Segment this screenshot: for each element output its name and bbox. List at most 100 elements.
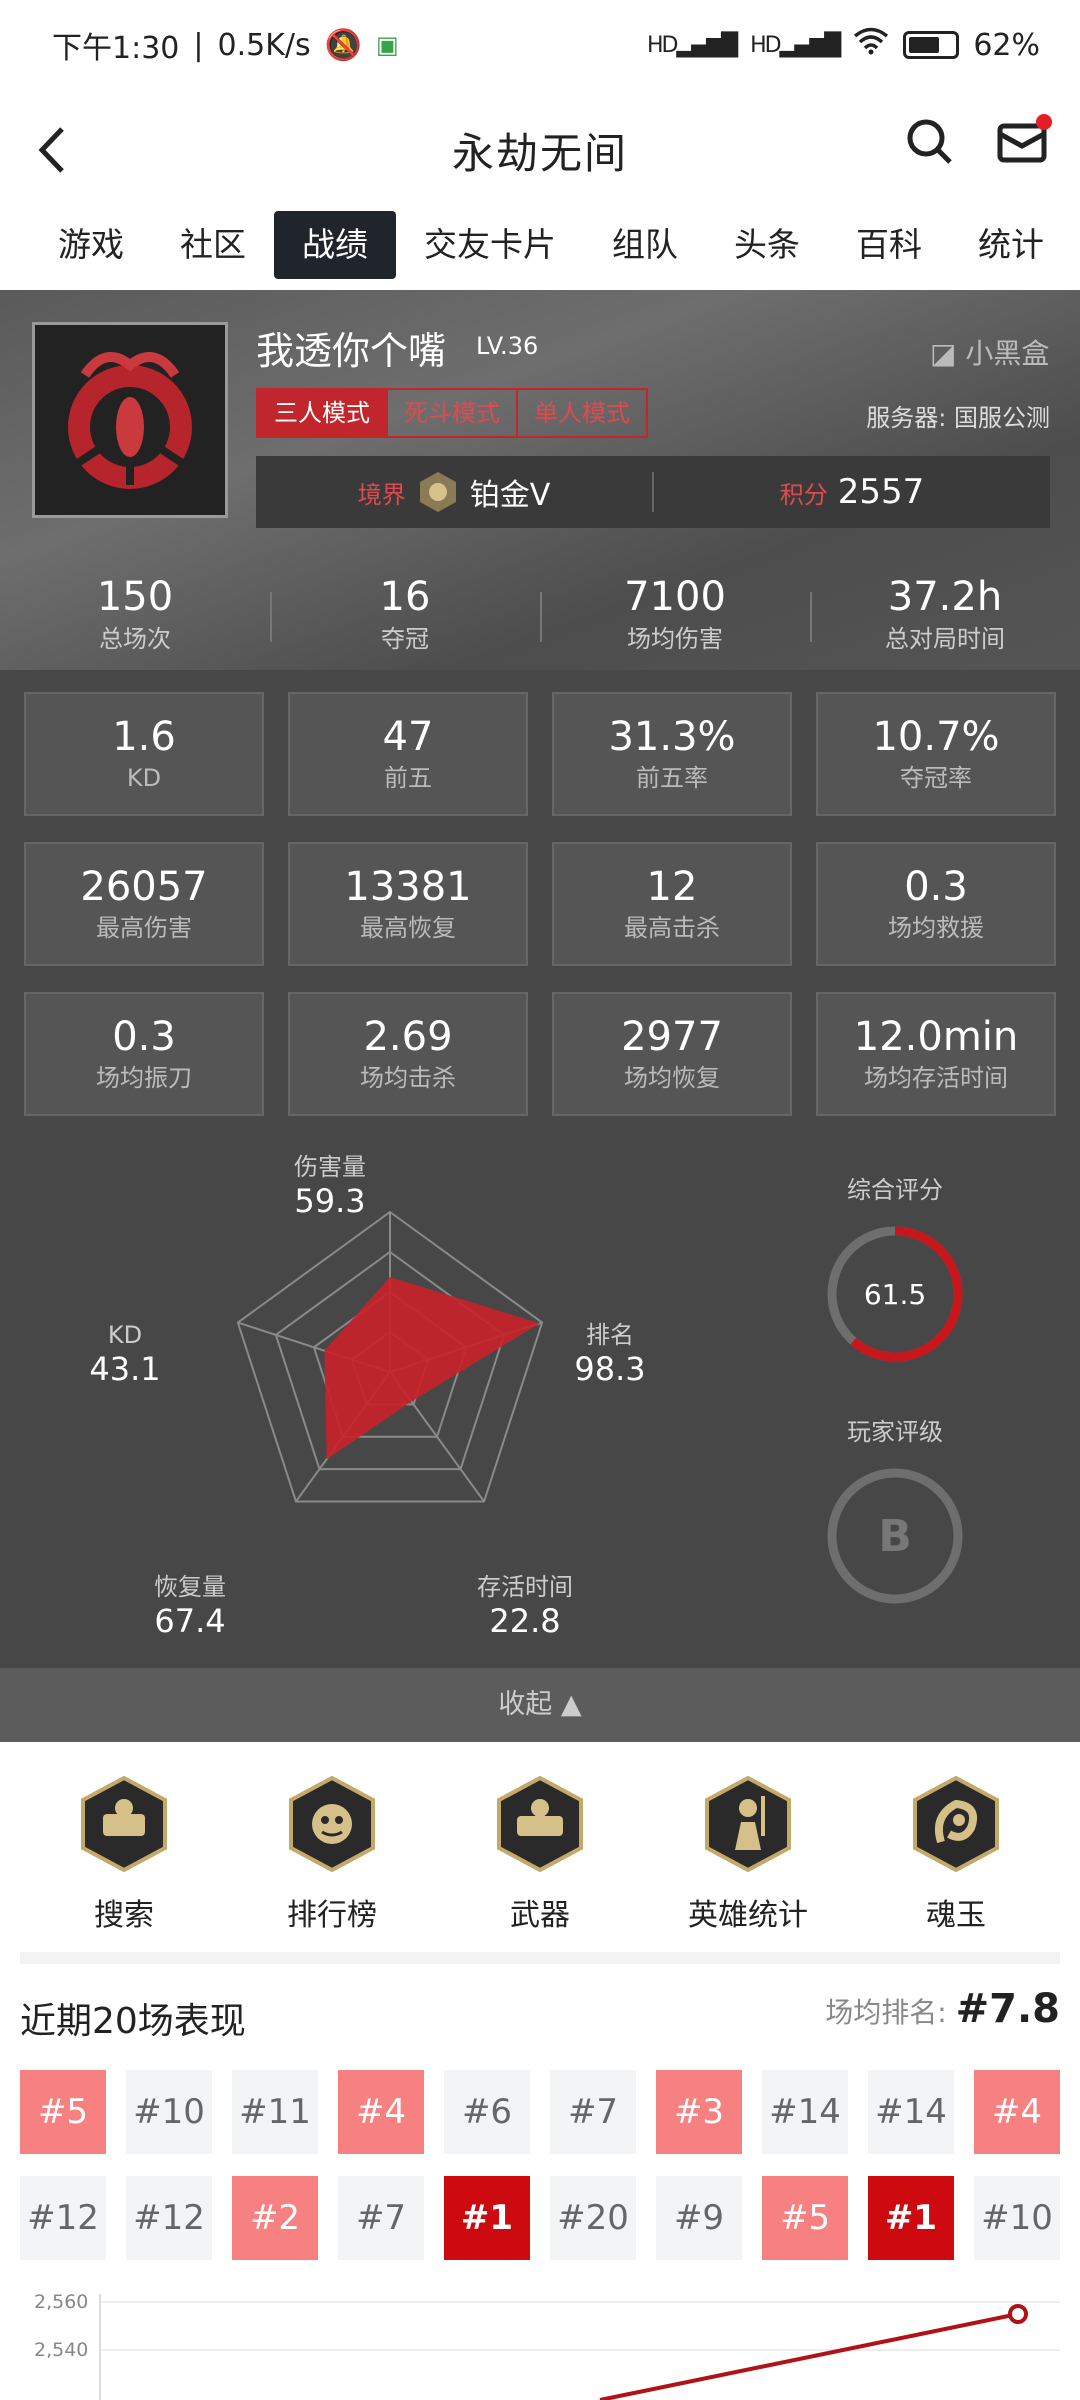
radar-area — [324, 1277, 540, 1460]
search-badge-icon — [81, 1775, 167, 1873]
rank-bar: 境界 铂金V 积分 2557 — [256, 456, 1050, 528]
mode-switch: 三人模式 死斗模式 单人模式 — [256, 388, 648, 438]
mode-solo[interactable]: 单人模式 — [534, 399, 630, 427]
rank-chip[interactable]: #5 — [20, 2070, 106, 2154]
rank-chip[interactable]: #1 — [444, 2176, 530, 2260]
rank-chip[interactable]: #10 — [126, 2070, 212, 2154]
radar-grid-ring — [236, 1210, 544, 1503]
battery-saver-icon: ▣ — [375, 31, 399, 59]
radar-label-rank: 排名 98.3 — [574, 1321, 646, 1388]
realm-label: 境界 — [357, 480, 406, 509]
menu-weapon[interactable]: 武器 — [440, 1742, 640, 1952]
signal-icon-2: HD▂▄▆█ — [750, 32, 841, 58]
stat-box: 47 前五 — [288, 692, 528, 816]
chevron-left-icon — [38, 127, 64, 173]
menu-ranking[interactable]: 排行榜 — [232, 1742, 432, 1952]
mode-trio[interactable]: 三人模式 — [258, 390, 388, 436]
summary-total-matches: 150 总场次 — [96, 574, 174, 653]
stats-grid: 1.6 KD 47 前五 31.3% 前五率 10.7% 夺冠率 26057 最高伤害 1… — [24, 692, 1056, 1116]
caret-up-icon: ▲ — [552, 1689, 582, 1720]
recent-average-rank: 场均排名: #7.8 — [825, 1986, 1060, 2032]
record-panel: 我透你个嘴 LV.36 ◪ 小黑盒 三人模式 死斗模式 单人模式 服务器: 国服… — [0, 290, 1080, 1742]
stat-box: 12 最高击杀 — [552, 842, 792, 966]
svg-text:61.5: 61.5 — [864, 1278, 926, 1311]
tab-friend-card[interactable]: 交友卡片 — [424, 225, 556, 264]
menu-hero-stats[interactable]: 英雄统计 — [648, 1742, 848, 1952]
network-speed: 0.5K/s — [217, 27, 311, 63]
rank-chip[interactable]: #10 — [974, 2176, 1060, 2260]
battery-icon — [903, 31, 960, 59]
brand-logo-icon: ◪ — [930, 337, 966, 370]
status-bar: 下午1:30 | 0.5K/s 🔕 ▣ HD▂▄▆█ HD▂▄▆█ 62% — [0, 0, 1080, 90]
summary-avg-damage: 7100 场均伤害 — [540, 572, 810, 672]
page-title: 永劫无间 — [451, 128, 628, 178]
rank-chip[interactable]: #12 — [126, 2176, 212, 2260]
menu-soul-jade[interactable]: 魂玉 — [856, 1742, 1056, 1952]
overall-score-ring: 61.5 — [827, 1226, 963, 1362]
stat-box: 2.69 场均击杀 — [288, 992, 528, 1116]
rank-chip[interactable]: #14 — [762, 2070, 848, 2154]
rank-chip[interactable]: #7 — [550, 2070, 636, 2154]
brand-watermark: ◪ 小黑盒 — [930, 337, 1050, 370]
score-trend-chart: 2,560 2,540 — [34, 2291, 1060, 2400]
trend-tick-label: 2,560 — [34, 2291, 88, 2313]
stat-box: 2977 场均恢复 — [552, 992, 792, 1116]
svg-text:B: B — [878, 1511, 912, 1562]
trend-tick-label: 2,540 — [34, 2339, 88, 2361]
nav-bar: 永劫无间 — [0, 90, 1080, 210]
rank-chip[interactable]: #2 — [232, 2176, 318, 2260]
score-value: 2557 — [837, 472, 925, 512]
menu-search[interactable]: 搜索 — [24, 1742, 224, 1952]
tab-community[interactable]: 社区 — [180, 225, 246, 264]
tab-stats[interactable]: 统计 — [978, 225, 1044, 264]
rank-chip[interactable]: #20 — [550, 2176, 636, 2260]
score-label: 积分 — [779, 480, 828, 509]
rank-chip[interactable]: #4 — [974, 2070, 1060, 2154]
rank-chip[interactable]: #14 — [868, 2070, 954, 2154]
stat-box: 0.3 场均救援 — [816, 842, 1056, 966]
stat-box: 0.3 场均振刀 — [24, 992, 264, 1116]
avatar[interactable] — [32, 322, 228, 518]
rank-chip[interactable]: #4 — [338, 2070, 424, 2154]
wifi-icon — [853, 27, 889, 63]
rank-chip[interactable]: #5 — [762, 2176, 848, 2260]
rank-chip[interactable]: #11 — [232, 2070, 318, 2154]
tab-team[interactable]: 组队 — [612, 225, 678, 264]
recent-performance: 近期20场表现 场均排名: #7.8 #5 #10 #11 #4 #6 #7 #3 #14 #1… — [0, 1964, 1080, 2400]
mode-deathmatch[interactable]: 死斗模式 — [388, 390, 518, 436]
rank-chip[interactable]: #6 — [444, 2070, 530, 2154]
realm-badge-icon — [419, 472, 456, 512]
player-rating-ring: B — [827, 1468, 963, 1604]
search-button[interactable] — [900, 112, 960, 172]
server-info: 服务器: 国服公测 — [866, 404, 1050, 432]
signal-icon: HD▂▄▆█ — [646, 32, 738, 58]
summary-play-time: 37.2h 总对局时间 — [810, 572, 1080, 672]
rank-chip[interactable]: #9 — [656, 2176, 742, 2260]
soul-jade-badge-icon — [913, 1775, 999, 1873]
rank-chip[interactable]: #3 — [656, 2070, 742, 2154]
battery-level: 62% — [973, 27, 1040, 63]
mute-icon: 🔕 — [324, 27, 362, 63]
trend-point — [1008, 2304, 1028, 2324]
stat-box: 1.6 KD — [24, 692, 264, 816]
rank-chip[interactable]: #7 — [338, 2176, 424, 2260]
collapse-button[interactable]: 收起 ▲ — [0, 1668, 1080, 1742]
tab-game[interactable]: 游戏 — [58, 225, 124, 264]
tab-wiki[interactable]: 百科 — [856, 225, 922, 264]
back-button[interactable] — [24, 120, 84, 180]
summary-row: 150 总场次 16 夺冠 7100 场均伤害 37.2h 总对局时间 — [0, 572, 1080, 672]
rank-chip[interactable]: #1 — [868, 2176, 954, 2260]
message-button[interactable] — [994, 108, 1058, 172]
tab-headlines[interactable]: 头条 — [734, 225, 800, 264]
tab-record[interactable]: 战绩 — [274, 211, 396, 279]
realm-value: 铂金V — [469, 478, 551, 513]
overall-score: 综合评分 61.5 — [820, 1170, 970, 1373]
radar-label-survival: 存活时间 22.8 — [477, 1573, 573, 1640]
stat-box: 13381 最高恢复 — [288, 842, 528, 966]
rank-chips: #5 #10 #11 #4 #6 #7 #3 #14 #14 #4 #12 #12 #2 #7 #1 #20 #… — [20, 2070, 1060, 2260]
stat-box: 10.7% 夺冠率 — [816, 692, 1056, 816]
mail-icon — [997, 114, 1052, 163]
player-level: LV.36 — [476, 332, 539, 360]
rank-chip[interactable]: #12 — [20, 2176, 106, 2260]
stat-box: 26057 最高伤害 — [24, 842, 264, 966]
